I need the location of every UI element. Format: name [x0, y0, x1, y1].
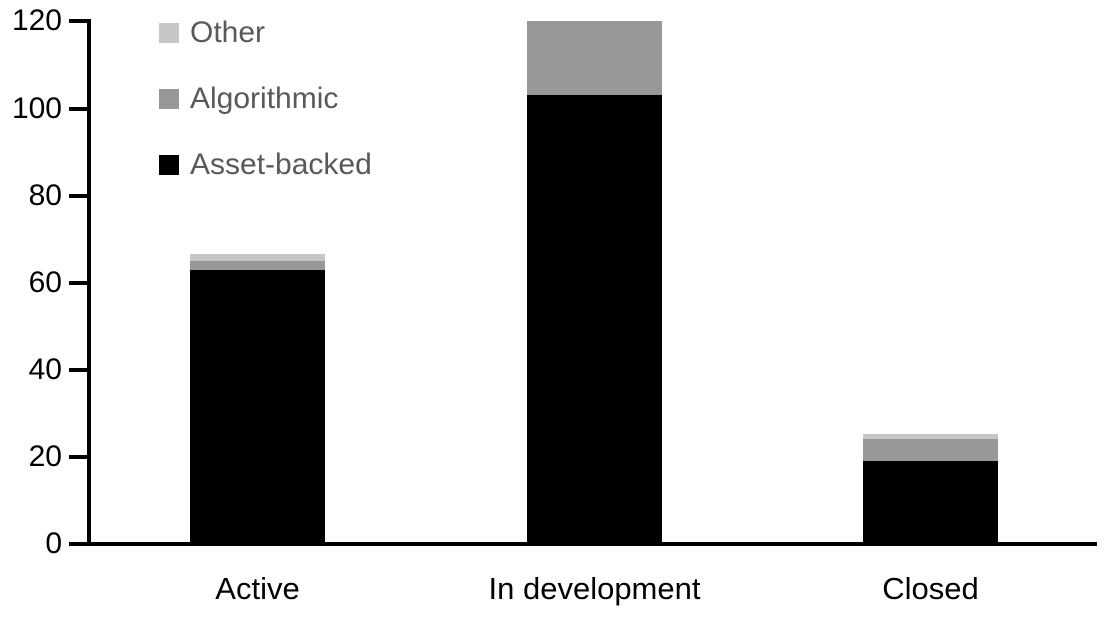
legend-item-algorithmic: Algorithmic [159, 84, 338, 114]
y-tick-label-20: 20 [28, 439, 62, 473]
y-tick-mark-20 [69, 454, 91, 459]
y-tick-mark-100 [69, 106, 91, 111]
y-tick-label-100: 100 [11, 91, 62, 125]
bar-active [190, 254, 325, 544]
bar-closed [863, 433, 998, 544]
bar-segment-other [190, 254, 325, 261]
x-category-label-active: Active [215, 571, 300, 606]
bar-segment-asset-backed [863, 461, 998, 544]
y-tick-mark-0 [69, 542, 91, 546]
legend-label: Asset-backed [190, 148, 372, 181]
bar-segment-asset-backed [527, 95, 662, 544]
y-tick-mark-120 [69, 19, 91, 24]
legend-label: Other [190, 16, 266, 49]
y-tick-label-40: 40 [28, 352, 62, 386]
x-category-label-in-development: In development [488, 571, 701, 606]
y-tick-mark-60 [69, 280, 91, 285]
legend-swatch-algorithmic [159, 89, 179, 109]
bar-segment-algorithmic [863, 439, 998, 462]
legend-label: Algorithmic [190, 82, 339, 115]
y-tick-label-120: 120 [11, 4, 62, 38]
bar-segment-asset-backed [190, 269, 325, 544]
legend-swatch-other [159, 23, 179, 43]
legend-item-other: Other [159, 18, 265, 48]
bar-segment-algorithmic [190, 260, 325, 270]
legend-swatch-asset-backed [159, 155, 179, 175]
legend-item-asset-backed: Asset-backed [159, 150, 372, 180]
bar-segment-other [863, 433, 998, 440]
y-tick-mark-40 [69, 367, 91, 372]
bar-in-development [527, 21, 662, 544]
x-category-label-closed: Closed [882, 571, 979, 606]
y-tick-label-80: 80 [28, 178, 62, 212]
y-tick-mark-80 [69, 193, 91, 198]
x-axis-line [87, 542, 1097, 546]
y-tick-label-60: 60 [28, 265, 62, 299]
bar-segment-algorithmic [527, 21, 662, 96]
y-tick-label-0: 0 [45, 527, 62, 560]
